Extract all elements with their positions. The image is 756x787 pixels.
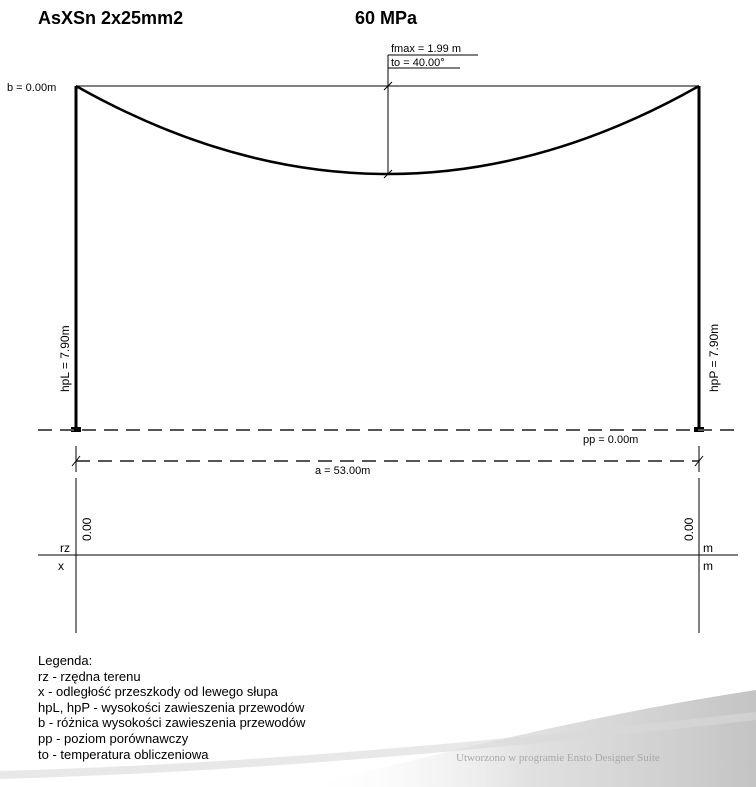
rz-right-value: 0.00 <box>682 517 696 541</box>
pp-label: pp = 0.00m <box>583 434 638 446</box>
footer-credit: Utworzono w programie Ensto Designer Sui… <box>456 752 660 764</box>
fmax-label: fmax = 1.99 m <box>391 43 461 55</box>
rz-left-value: 0.00 <box>80 517 94 541</box>
hpP-label: hpP = 7.90m <box>707 324 721 392</box>
tension-title: 60 MPa <box>355 8 418 28</box>
hpL-label: hpL = 7.90m <box>58 325 72 392</box>
left-pole-base <box>71 427 81 432</box>
legend-item: pp - poziom porównawczy <box>38 730 189 746</box>
legend-item: to - temperatura obliczeniowa <box>38 746 209 762</box>
legend-item: b - różnica wysokości zawieszenia przewo… <box>38 715 306 731</box>
span-tick-right <box>694 455 704 467</box>
rz-unit: m <box>703 541 713 555</box>
span-tick-left <box>71 455 81 467</box>
x-unit: m <box>703 559 713 573</box>
b-label: b = 0.00m <box>7 82 56 94</box>
legend-item: x - odległość przeszkody od lewego słupa <box>38 684 278 700</box>
legend: Legenda: rz - rzędna terenu x - odległoś… <box>38 653 305 762</box>
legend-item: hpL, hpP - wysokości zawieszenia przewod… <box>38 699 305 715</box>
span-label: a = 53.00m <box>315 465 370 477</box>
x-row-label: x <box>58 559 64 573</box>
fmax-tick-bottom <box>383 169 393 179</box>
background-swoosh-band <box>0 712 756 779</box>
rz-row-label: rz <box>60 541 70 555</box>
cable-type-title: AsXSn 2x25mm2 <box>38 8 184 28</box>
to-label: to = 40.00° <box>391 57 445 69</box>
legend-title: Legenda: <box>38 653 93 668</box>
legend-item: rz - rzędna terenu <box>38 668 141 684</box>
fmax-tick-top <box>383 81 393 91</box>
